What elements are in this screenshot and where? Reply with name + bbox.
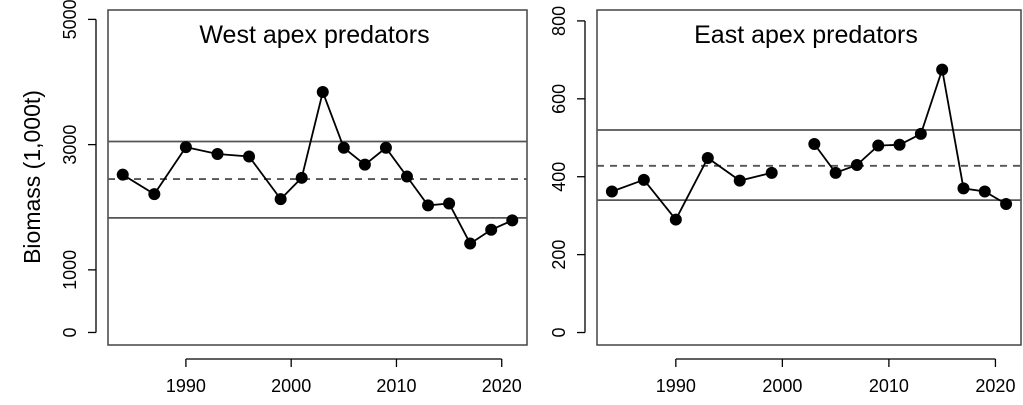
chart-panel-0: 0 1000 3000 5000 1990 2000 2010 2020 West apex p… xyxy=(19,0,528,396)
data-point xyxy=(850,159,863,172)
y-tick-label: 800 xyxy=(549,6,569,36)
y-tick-label: 600 xyxy=(549,84,569,114)
data-point xyxy=(914,127,927,140)
data-point xyxy=(765,166,778,179)
x-tick-label: 2020 xyxy=(975,376,1015,396)
data-point xyxy=(211,148,224,161)
data-point xyxy=(936,63,949,76)
data-point xyxy=(808,138,821,150)
plot-frame xyxy=(596,9,1022,346)
data-point xyxy=(701,152,714,165)
data-point xyxy=(1000,197,1013,210)
data-point xyxy=(893,138,906,151)
data-point xyxy=(443,197,456,210)
y-tick-label: 0 xyxy=(60,327,80,337)
y-tick-label: 3000 xyxy=(60,125,80,165)
x-tick-label: 2010 xyxy=(376,376,416,396)
y-tick-label: 200 xyxy=(549,240,569,270)
plot-frame xyxy=(107,9,528,346)
data-point xyxy=(116,168,129,181)
series-line xyxy=(813,69,1007,205)
data-point xyxy=(605,185,618,198)
data-point xyxy=(957,182,970,195)
y-tick-label: 0 xyxy=(549,328,569,338)
data-point xyxy=(148,188,161,201)
x-tick-label: 1990 xyxy=(166,376,206,396)
y-tick-label: 5000 xyxy=(60,0,80,39)
data-point xyxy=(422,199,435,212)
data-point xyxy=(295,171,308,184)
data-point xyxy=(872,139,885,152)
x-tick-label: 2000 xyxy=(762,376,802,396)
x-tick-label: 1990 xyxy=(656,376,696,396)
data-point xyxy=(669,213,682,226)
series-line xyxy=(611,156,772,222)
data-point xyxy=(506,214,519,227)
data-point xyxy=(829,166,842,179)
chart-title: West apex predators xyxy=(199,21,429,49)
chart-panel-1: 0 200 400 600 800 1990 2000 2010 2020 East apex p… xyxy=(549,6,1022,396)
series-line xyxy=(122,88,513,245)
data-point xyxy=(179,141,192,154)
data-point xyxy=(978,185,991,198)
data-point xyxy=(316,86,329,99)
x-tick-label: 2010 xyxy=(869,376,909,396)
y-tick-label: 400 xyxy=(549,162,569,192)
x-tick-label: 2000 xyxy=(271,376,311,396)
data-point xyxy=(733,174,746,187)
data-point xyxy=(464,237,477,250)
y-axis-label: Biomass (1,000t) xyxy=(19,90,45,264)
chart-title: East apex predators xyxy=(694,21,918,49)
data-point xyxy=(400,170,413,183)
x-tick-label: 2020 xyxy=(482,376,522,396)
data-point xyxy=(379,141,392,154)
data-point xyxy=(337,141,350,154)
data-point xyxy=(485,223,498,236)
data-point xyxy=(274,193,287,206)
data-point xyxy=(358,158,371,171)
data-point xyxy=(243,150,256,163)
y-tick-label: 1000 xyxy=(60,250,80,290)
data-point xyxy=(637,173,650,186)
